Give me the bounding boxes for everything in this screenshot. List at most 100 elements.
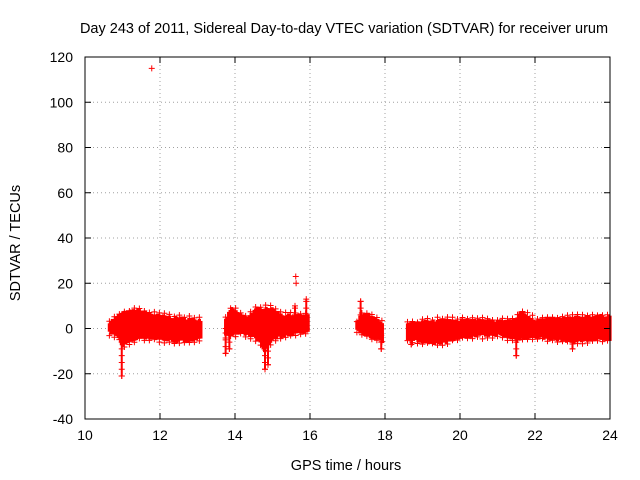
data-point: [282, 334, 289, 341]
data-point: [469, 335, 476, 342]
data-point: [292, 311, 298, 318]
data-point: [494, 333, 501, 340]
data-point: [146, 337, 153, 344]
data-point: [479, 314, 486, 321]
data-point: [118, 339, 125, 346]
data-point: [265, 341, 271, 348]
data-point: [459, 334, 466, 341]
data-point: [579, 311, 586, 318]
x-tick-label: 10: [77, 427, 93, 443]
data-point: [449, 314, 456, 321]
data-point: [242, 333, 249, 340]
data-point: [414, 319, 421, 326]
x-tick-label: 16: [302, 427, 318, 443]
data-point: [439, 315, 446, 322]
data-point: [378, 332, 385, 339]
data-point: [454, 316, 461, 323]
data-point: [161, 339, 168, 346]
data-point: [378, 325, 385, 332]
data-point: [513, 345, 520, 352]
x-tick-label: 12: [152, 427, 168, 443]
data-point: [569, 325, 576, 332]
data-point: [564, 338, 571, 345]
data-point: [419, 341, 426, 348]
data-point: [357, 311, 364, 318]
data-point: [459, 314, 466, 321]
data-point: [373, 337, 380, 344]
data-point: [549, 314, 556, 321]
data-point: [272, 337, 279, 344]
y-axis-label: SDTVAR / TECUs: [8, 185, 24, 301]
data-point: [524, 309, 531, 316]
data-point: [277, 335, 284, 342]
data-point: [434, 314, 441, 321]
data-point: [191, 339, 198, 346]
y-tick-label: -20: [53, 366, 73, 382]
x-tick-label: 24: [602, 427, 618, 443]
x-tick-label: 20: [452, 427, 468, 443]
data-point: [358, 331, 365, 338]
data-point: [265, 354, 271, 361]
chart-title: Day 243 of 2011, Sidereal Day-to-day VTE…: [80, 21, 608, 37]
data-point: [584, 340, 591, 347]
data-point: [444, 340, 451, 347]
data-point: [303, 305, 310, 312]
data-point: [232, 305, 239, 312]
y-tick-label: 20: [57, 275, 73, 291]
data-point: [191, 314, 198, 321]
data-point: [118, 359, 125, 366]
data-point: [118, 325, 125, 332]
data-point: [378, 345, 385, 352]
data-point: [292, 318, 298, 325]
data-point: [373, 314, 380, 321]
x-tick-label: 18: [377, 427, 393, 443]
data-point: [166, 339, 173, 346]
data-point: [464, 315, 471, 322]
data-point: [409, 318, 416, 325]
data-point: [509, 315, 516, 322]
data-point: [489, 335, 496, 342]
data-point: [222, 343, 229, 350]
data-point: [569, 345, 576, 352]
data-point: [247, 335, 254, 342]
data-point: [589, 311, 596, 318]
data-point: [151, 336, 158, 343]
data-point: [118, 345, 125, 352]
data-point: [474, 333, 481, 340]
data-point: [303, 318, 310, 325]
data-point: [146, 309, 153, 316]
grid-lines: [85, 57, 610, 419]
data-point: [424, 315, 431, 322]
data-point: [136, 305, 143, 312]
data-point: [196, 314, 203, 321]
data-point: [222, 314, 229, 321]
data-point: [265, 361, 271, 368]
data-point: [454, 337, 461, 344]
data-point: [554, 314, 561, 321]
data-point: [404, 337, 411, 344]
data-point: [378, 317, 385, 324]
data-point: [131, 339, 138, 346]
data-point: [156, 339, 163, 346]
data-point: [513, 352, 520, 359]
y-tick-label: 100: [50, 94, 74, 110]
data-point: [237, 309, 244, 316]
data-point: [226, 325, 233, 332]
data-point: [247, 308, 254, 315]
data-point: [514, 311, 521, 318]
data-point: [166, 311, 173, 318]
data-point: [569, 339, 576, 346]
data-point: [429, 340, 436, 347]
data-series: [106, 65, 612, 380]
data-point: [484, 315, 491, 322]
data-point: [226, 339, 233, 346]
data-point: [549, 337, 556, 344]
data-point: [534, 315, 541, 322]
data-point: [579, 340, 586, 347]
data-point: [181, 314, 188, 321]
data-point: [513, 332, 520, 339]
data-point: [297, 310, 304, 317]
data-point: [222, 350, 229, 357]
